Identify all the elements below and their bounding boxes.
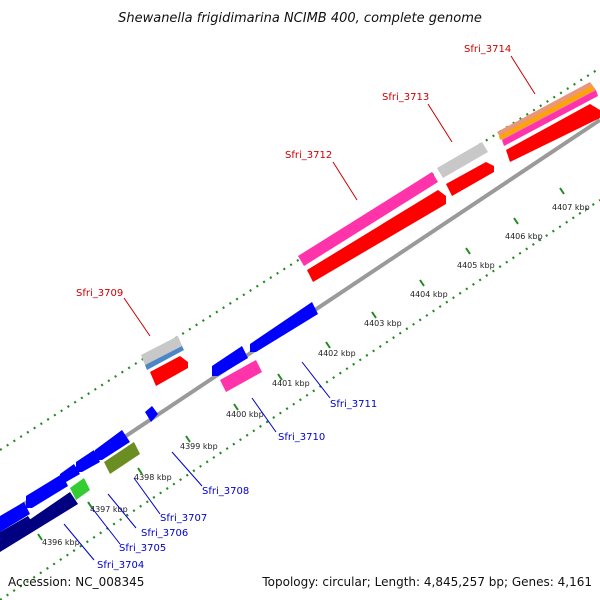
feature-sfri-3713[interactable] [437,142,494,196]
gene-label-sfri-3706[interactable]: Sfri_3706 [141,528,188,539]
gene-label-sfri-3708[interactable]: Sfri_3708 [202,486,249,497]
tick-label-4401: 4401 kbp [272,379,310,388]
tick-label-4398: 4398 kbp [134,473,172,482]
tick-label-4402: 4402 kbp [318,349,356,358]
feature-sfri-3710[interactable] [212,346,262,392]
tick-label-4404: 4404 kbp [410,290,448,299]
gene-label-sfri-3713[interactable]: Sfri_3713 [382,92,429,103]
gene-label-sfri-3709[interactable]: Sfri_3709 [76,288,123,299]
tick-label-4400: 4400 kbp [226,410,264,419]
kbp-tick-marks [37,187,565,541]
gene-label-sfri-3711[interactable]: Sfri_3711 [330,399,377,410]
accession-text: Accession: NC_008345 [8,575,144,589]
page-title: Shewanella frigidimarina NCIMB 400, comp… [118,11,482,26]
tick-label-4405: 4405 kbp [457,261,495,270]
feature-sfri-3709[interactable] [141,336,188,386]
gene-label-sfri-3710[interactable]: Sfri_3710 [278,432,325,443]
tick-label-4403: 4403 kbp [364,319,402,328]
tick-label-4396: 4396 kbp [42,538,80,547]
feature-sfri-3704[interactable] [0,492,78,552]
gene-label-sfri-3705[interactable]: Sfri_3705 [119,543,166,554]
tick-label-4397: 4397 kbp [90,505,128,514]
tick-label-4406: 4406 kbp [505,232,543,241]
gene-label-sfri-3704[interactable]: Sfri_3704 [97,560,144,571]
gene-label-sfri-3712[interactable]: Sfri_3712 [285,150,332,161]
feature-sfri-3705[interactable] [26,474,90,508]
feature-sfri-3707[interactable] [76,450,100,472]
feature-sfri-3706[interactable] [60,464,80,482]
tick-label-4407: 4407 kbp [552,203,590,212]
inner-tick-track [0,199,600,600]
feature-sfri-3714[interactable] [497,82,600,162]
gene-label-sfri-3714[interactable]: Sfri_3714 [464,44,511,55]
feature-sfri-3708[interactable] [95,430,140,474]
feature-sfri-3711[interactable] [250,302,318,352]
tick-label-4399: 4399 kbp [180,442,218,451]
label-leaders-reverse [63,361,331,561]
feature-sfri-3712[interactable] [298,172,446,282]
feature-small-blue[interactable] [145,406,158,422]
gene-label-sfri-3707[interactable]: Sfri_3707 [160,513,207,524]
label-leaders-forward [123,55,536,337]
topology-text: Topology: circular; Length: 4,845,257 bp… [261,575,592,589]
